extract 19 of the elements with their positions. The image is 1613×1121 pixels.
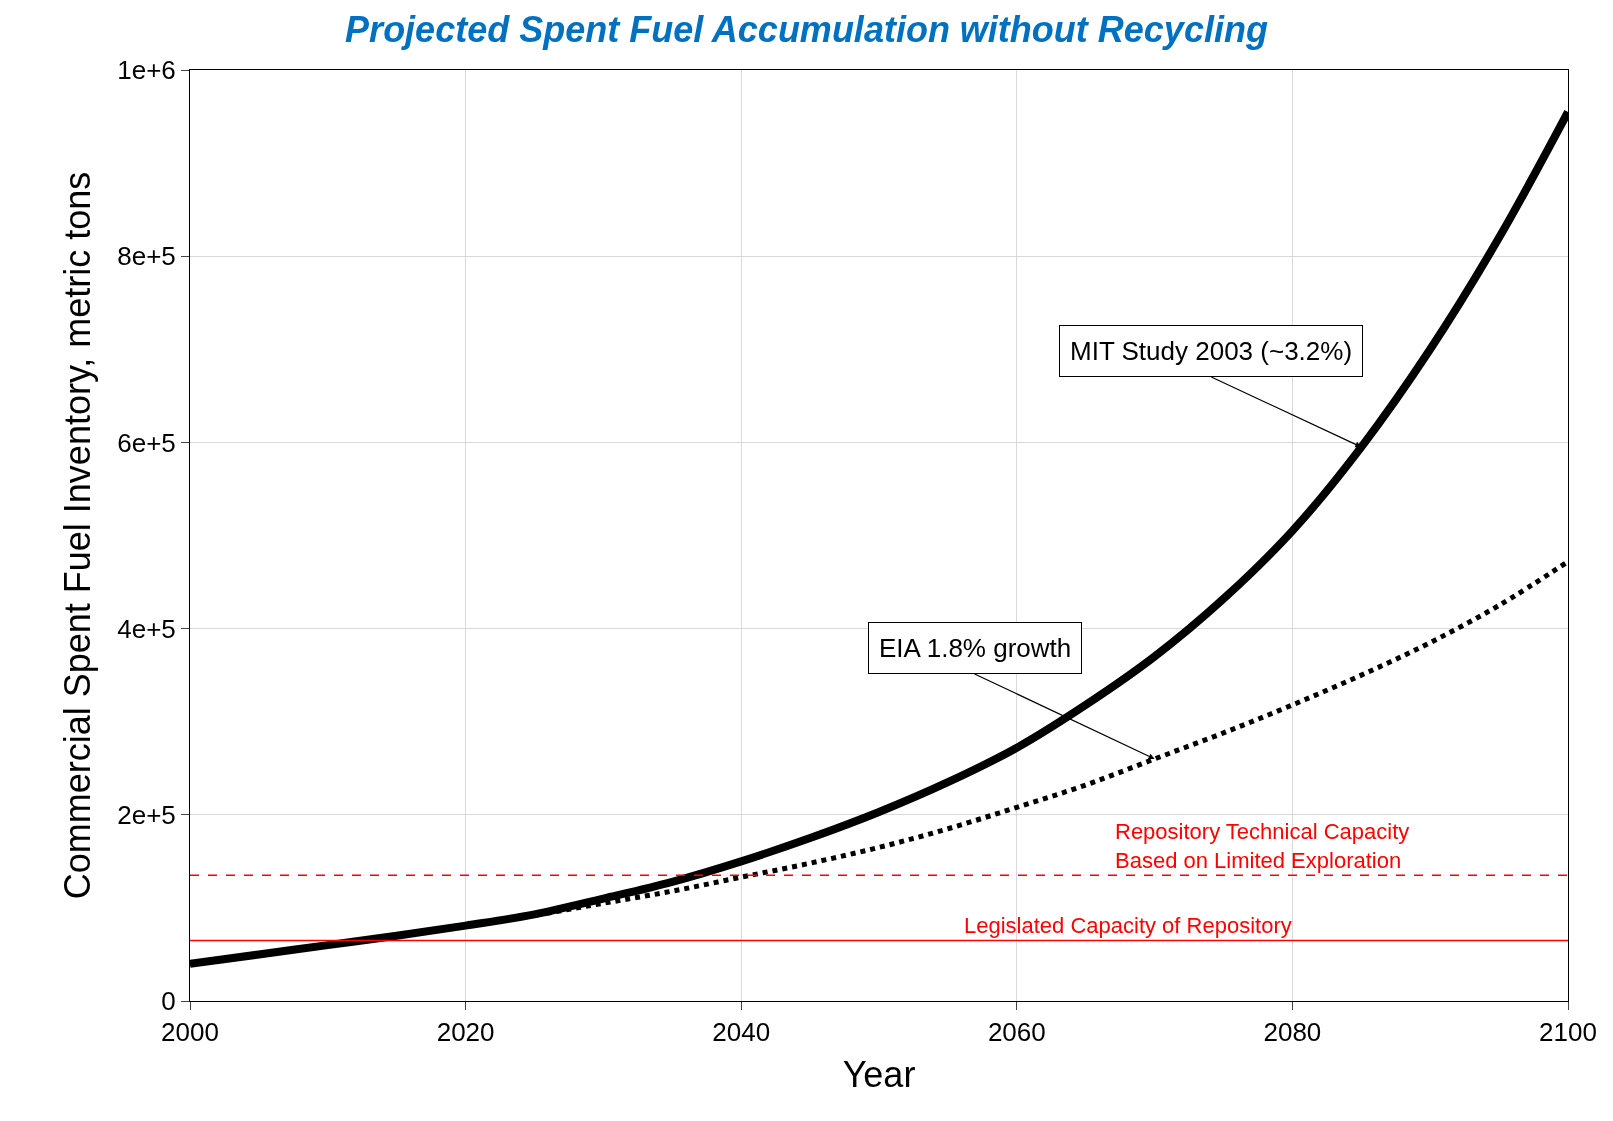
x-tick-label: 2020 xyxy=(436,1017,495,1048)
chart-title: Projected Spent Fuel Accumulation without Recycling xyxy=(345,9,1268,51)
y-tick-label: 4e+5 xyxy=(117,613,176,644)
y-tick-label: 2e+5 xyxy=(117,799,176,830)
y-tick-label: 6e+5 xyxy=(117,427,176,458)
y-axis-title: Commercial Spent Fuel Inventory, metric tons xyxy=(57,171,99,900)
y-tick-label: 8e+5 xyxy=(117,241,176,272)
ref-line-label: Repository Technical Capacity Based on Limited Exploration xyxy=(1115,819,1410,873)
x-tick-label: 2100 xyxy=(1539,1017,1597,1048)
annotation: MIT Study 2003 (~3.2%) xyxy=(1070,336,1353,366)
y-tick-label: 1e+6 xyxy=(117,55,176,86)
x-axis-title: Year xyxy=(842,1053,916,1095)
annotation: EIA 1.8% growth xyxy=(879,633,1072,663)
x-tick-label: 2000 xyxy=(161,1017,219,1048)
x-tick-label: 2040 xyxy=(712,1017,771,1048)
x-tick-label: 2060 xyxy=(987,1017,1046,1048)
y-tick-label: 0 xyxy=(161,986,176,1017)
ref-line-label: Legislated Capacity of Repository xyxy=(964,913,1292,938)
x-tick-label: 2080 xyxy=(1263,1017,1322,1048)
